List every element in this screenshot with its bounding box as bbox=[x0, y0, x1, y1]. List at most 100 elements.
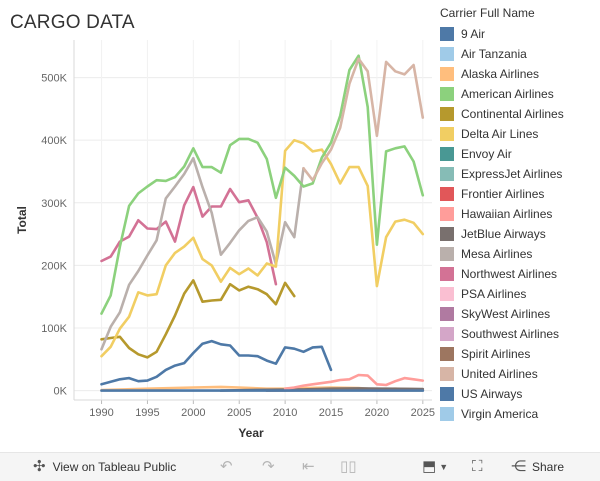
x-tick-label: 2015 bbox=[319, 407, 343, 419]
redo-icon: ↷ bbox=[262, 458, 275, 475]
legend-label: Mesa Airlines bbox=[461, 247, 533, 261]
legend-swatch bbox=[440, 167, 454, 181]
legend-item[interactable]: Alaska Airlines bbox=[440, 64, 600, 84]
y-tick-label: 100K bbox=[41, 323, 67, 335]
tableau-logo-icon: ✣ bbox=[33, 458, 46, 475]
legend-item[interactable]: US Airways bbox=[440, 384, 600, 404]
tableau-toolbar: ✣ View on Tableau Public ↶ ↷ ⇤ ▯▯ ⬒ ▼ ⛶ … bbox=[0, 452, 600, 481]
legend-item[interactable]: Northwest Airlines bbox=[440, 264, 600, 284]
legend-swatch bbox=[440, 27, 454, 41]
legend-swatch bbox=[440, 287, 454, 301]
legend-label: Continental Airlines bbox=[461, 107, 564, 121]
view-on-tableau-button[interactable]: ✣ View on Tableau Public bbox=[33, 458, 177, 475]
legend-swatch bbox=[440, 147, 454, 161]
legend-label: Virgin America bbox=[461, 407, 539, 421]
legend-label: Southwest Airlines bbox=[461, 327, 560, 341]
legend-item[interactable]: SkyWest Airlines bbox=[440, 304, 600, 324]
share-button[interactable]: ⋲ Share bbox=[511, 458, 565, 475]
legend-swatch bbox=[440, 327, 454, 341]
legend-swatch bbox=[440, 347, 454, 361]
legend-swatch bbox=[440, 87, 454, 101]
legend-label: Delta Air Lines bbox=[461, 127, 539, 141]
legend-swatch bbox=[440, 307, 454, 321]
x-tick-label: 1995 bbox=[135, 407, 159, 419]
legend-item[interactable]: Virgin America bbox=[440, 404, 600, 424]
series-line-delta-air-lines[interactable] bbox=[100, 138, 425, 358]
legend-item[interactable]: Southwest Airlines bbox=[440, 324, 600, 344]
revert-icon: ⇤ bbox=[302, 458, 315, 475]
legend-item[interactable]: Envoy Air bbox=[440, 144, 600, 164]
series-line-mesa-airlines[interactable] bbox=[100, 157, 305, 351]
legend-item[interactable]: PSA Airlines bbox=[440, 284, 600, 304]
legend-label: Frontier Airlines bbox=[461, 187, 545, 201]
legend-swatch bbox=[440, 367, 454, 381]
series-line-us-airways[interactable] bbox=[100, 339, 333, 386]
line-chart[interactable]: 0K 100K 200K 300K 400K 500K 1990 1995 2000 2005 20… bbox=[0, 0, 600, 452]
legend-item[interactable]: United Airlines bbox=[440, 364, 600, 384]
x-tick-label: 2005 bbox=[227, 407, 251, 419]
legend-swatch bbox=[440, 107, 454, 121]
legend-swatch bbox=[440, 247, 454, 261]
pause-button[interactable]: ▯▯ bbox=[340, 458, 357, 475]
legend-item[interactable]: JetBlue Airways bbox=[440, 224, 600, 244]
legend-label: Air Tanzania bbox=[461, 47, 527, 61]
x-tick-label: 2000 bbox=[181, 407, 205, 419]
chevron-down-icon: ▼ bbox=[439, 462, 449, 472]
x-tick-label: 2010 bbox=[273, 407, 297, 419]
legend-item[interactable]: Mesa Airlines bbox=[440, 244, 600, 264]
download-button[interactable]: ⬒ ▼ bbox=[422, 459, 449, 474]
y-tick-label: 0K bbox=[54, 386, 68, 398]
y-axis-title: Total bbox=[15, 206, 29, 234]
pause-icon: ▯▯ bbox=[340, 458, 357, 475]
legend-label: Envoy Air bbox=[461, 147, 512, 161]
legend-swatch bbox=[440, 127, 454, 141]
view-on-tableau-label: View on Tableau Public bbox=[52, 460, 177, 474]
legend-item[interactable]: 9 Air bbox=[440, 24, 600, 44]
y-tick-label: 400K bbox=[41, 135, 67, 147]
legend: Carrier Full Name 9 Air Air Tanzania Alask… bbox=[440, 6, 600, 424]
legend-item[interactable]: American Airlines bbox=[440, 84, 600, 104]
chart-axes: 0K 100K 200K 300K 400K 500K 1990 1995 2000 2005 20… bbox=[15, 40, 435, 440]
y-tick-label: 500K bbox=[41, 73, 67, 85]
legend-label: United Airlines bbox=[461, 367, 538, 381]
series-line-hawaiian-airlines[interactable] bbox=[283, 373, 425, 391]
y-tick-label: 300K bbox=[41, 198, 67, 210]
x-axis-title: Year bbox=[238, 426, 264, 440]
legend-item[interactable]: Air Tanzania bbox=[440, 44, 600, 64]
undo-button[interactable]: ↶ bbox=[220, 459, 233, 474]
revert-button[interactable]: ⇤ bbox=[302, 458, 315, 475]
series-line-united-airlines[interactable] bbox=[302, 57, 425, 182]
legend-item[interactable]: Frontier Airlines bbox=[440, 184, 600, 204]
fullscreen-icon: ⛶ bbox=[472, 458, 483, 475]
legend-label: Northwest Airlines bbox=[461, 267, 558, 281]
fullscreen-button[interactable]: ⛶ bbox=[472, 458, 483, 475]
chart-series[interactable] bbox=[100, 54, 425, 392]
legend-swatch bbox=[440, 67, 454, 81]
legend-swatch bbox=[440, 267, 454, 281]
legend-item[interactable]: Spirit Airlines bbox=[440, 344, 600, 364]
legend-label: Hawaiian Airlines bbox=[461, 207, 553, 221]
share-icon: ⋲ bbox=[511, 458, 526, 475]
series-line-continental-airlines[interactable] bbox=[100, 279, 296, 359]
legend-label: PSA Airlines bbox=[461, 287, 527, 301]
legend-swatch bbox=[440, 207, 454, 221]
legend-item[interactable]: ExpressJet Airlines bbox=[440, 164, 600, 184]
series-line-american-airlines[interactable] bbox=[100, 54, 425, 315]
share-label: Share bbox=[532, 460, 565, 474]
legend-item[interactable]: Hawaiian Airlines bbox=[440, 204, 600, 224]
redo-button[interactable]: ↷ bbox=[262, 458, 275, 475]
legend-label: US Airways bbox=[461, 387, 523, 401]
legend-swatch bbox=[440, 387, 454, 401]
legend-items: 9 Air Air Tanzania Alaska Airlines American… bbox=[440, 24, 600, 424]
legend-item[interactable]: Continental Airlines bbox=[440, 104, 600, 124]
legend-swatch bbox=[440, 47, 454, 61]
legend-label: ExpressJet Airlines bbox=[461, 167, 563, 181]
series-line-northwest-airlines[interactable] bbox=[100, 185, 278, 286]
legend-label: American Airlines bbox=[461, 87, 554, 101]
legend-swatch bbox=[440, 407, 454, 421]
x-tick-label: 1990 bbox=[89, 407, 113, 419]
legend-label: JetBlue Airways bbox=[461, 227, 546, 241]
legend-item[interactable]: Delta Air Lines bbox=[440, 124, 600, 144]
legend-swatch bbox=[440, 187, 454, 201]
legend-label: Alaska Airlines bbox=[461, 67, 540, 81]
